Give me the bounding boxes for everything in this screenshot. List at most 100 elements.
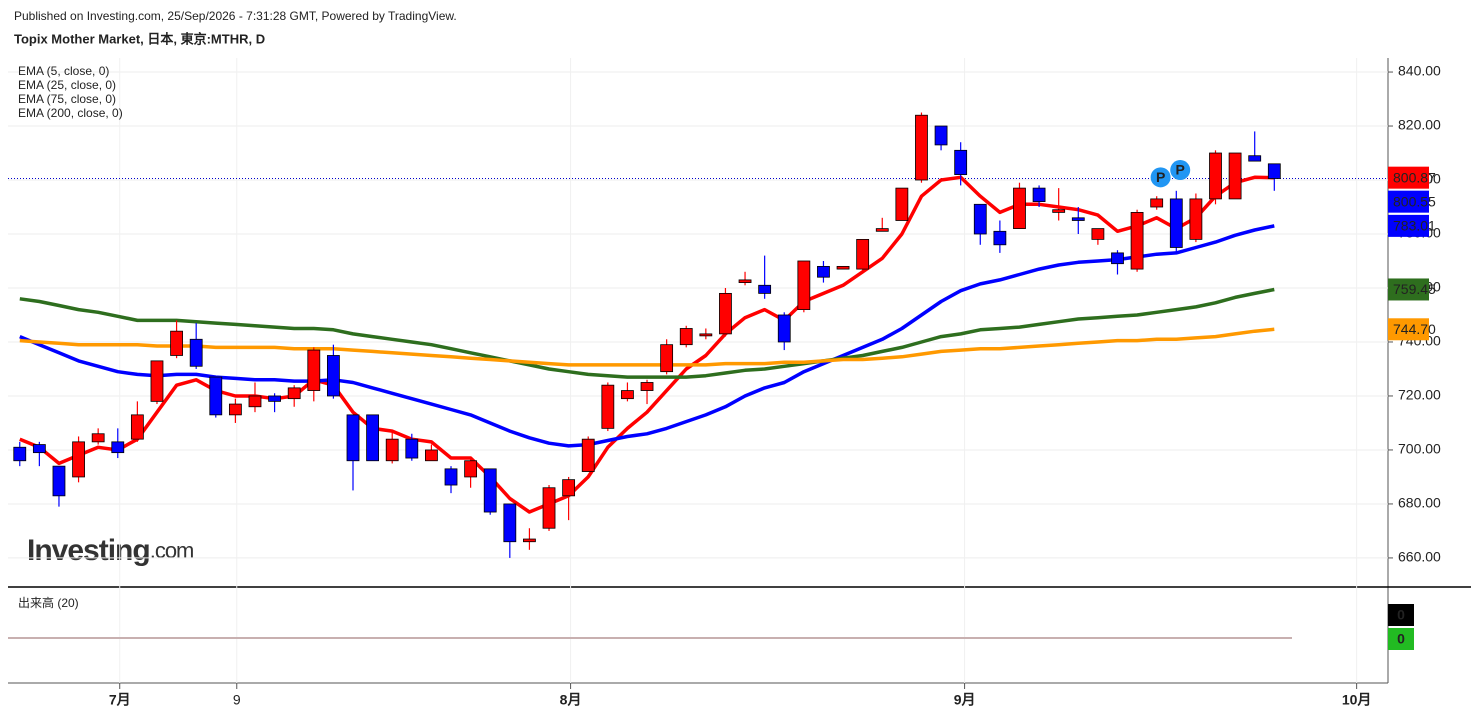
volume-tag-label: 0 (1397, 631, 1405, 647)
candle-body (1032, 187, 1046, 203)
candle-body (1071, 217, 1085, 221)
candle-body (72, 441, 85, 478)
candle-body (130, 414, 144, 440)
candle-body (954, 149, 968, 176)
price-tag-label: 800.87 (1393, 169, 1436, 185)
candle-body (1052, 209, 1066, 213)
candle-body (307, 349, 321, 391)
candle-body (1267, 163, 1281, 179)
candle-body (111, 441, 125, 454)
candle-body (660, 344, 674, 373)
candle-body (32, 444, 46, 454)
ema-line (19, 327, 1275, 367)
x-tick-label: 9月 (954, 692, 976, 708)
price-tag (1388, 214, 1429, 237)
candle-body (934, 125, 948, 146)
candle-body (562, 479, 576, 497)
candle-body (640, 382, 654, 391)
candle-body (777, 314, 791, 343)
price-tag-label: 759.45 (1393, 281, 1436, 297)
candle-body (248, 395, 262, 408)
legend-entry: EMA (5, close, 0) (18, 64, 109, 78)
candle-body (366, 414, 380, 462)
published-note: Published on Investing.com, 25/Sep/2026 … (14, 9, 457, 23)
candle-body (13, 446, 27, 462)
ema-line (19, 287, 1275, 379)
price-tag (1388, 190, 1429, 213)
candle-body (268, 395, 281, 402)
y-tick-label: 820.00 (1398, 117, 1441, 133)
candle-body (1209, 152, 1222, 200)
volume-tag-label: 0 (1397, 607, 1405, 623)
x-tick-label: 8月 (560, 692, 582, 708)
x-tick-label: 9 (233, 692, 241, 708)
candle-body (542, 487, 556, 529)
x-tick-label: 7月 (109, 692, 131, 708)
watermark: Investing.com (27, 534, 193, 567)
candle-body (1150, 198, 1164, 208)
y-tick-label: 700.00 (1398, 441, 1441, 457)
candle-body (523, 538, 536, 543)
candle-body (326, 355, 340, 397)
candle-body (425, 449, 438, 462)
candle-body (875, 228, 889, 232)
candle-body (405, 438, 419, 459)
y-tick-label: 720.00 (1398, 387, 1441, 403)
candle-body (856, 238, 870, 270)
candle-body (895, 187, 909, 221)
volume-tag (1388, 628, 1414, 650)
candle-body (287, 387, 301, 400)
y-tick-label: 660.00 (1398, 549, 1441, 565)
ema-line (19, 224, 1275, 448)
volume-tag (1388, 604, 1414, 626)
candle-body (385, 438, 399, 462)
price-tag (1388, 318, 1429, 341)
price-tag (1388, 278, 1429, 301)
price-tag-label: 783.01 (1393, 218, 1436, 234)
volume-title: 出来高 (20) (18, 595, 79, 610)
candle-body (228, 403, 242, 416)
candle-body (1013, 187, 1026, 230)
candle-body (464, 460, 478, 478)
candle-body (621, 390, 634, 400)
candle-body (150, 360, 164, 402)
candle-body (189, 338, 203, 367)
candle-body (719, 292, 732, 335)
candle-body (1228, 152, 1242, 200)
candle-body (91, 433, 105, 443)
legend-entry: EMA (200, close, 0) (18, 106, 123, 120)
price-tag-label: 800.55 (1393, 193, 1436, 209)
candle-body (601, 384, 615, 429)
candle-body (817, 265, 830, 278)
candle-body (1169, 198, 1183, 248)
annotation-marker (1150, 167, 1171, 188)
candle-body (52, 465, 66, 497)
candle-body (444, 468, 458, 486)
candle-body (1111, 252, 1124, 265)
annotation-marker (1170, 160, 1191, 181)
candle-body (1091, 228, 1105, 240)
ema-line (19, 175, 1275, 514)
candle-body (1130, 212, 1144, 270)
price-tag (1388, 166, 1429, 189)
legend-entry: EMA (25, close, 0) (18, 78, 116, 92)
y-tick-label: 680.00 (1398, 495, 1441, 511)
annotation-text: P (1176, 162, 1185, 178)
chart-title: Topix Mother Market, 日本, 東京:MTHR, D (14, 31, 265, 46)
candle-body (346, 414, 360, 462)
candle-body (738, 279, 752, 283)
candle-body (797, 260, 811, 310)
candle-body (699, 333, 713, 337)
price-tag-label: 744.70 (1393, 321, 1436, 337)
candle-body (758, 284, 772, 294)
annotation-text: P (1156, 169, 1165, 185)
candle-body (581, 438, 595, 472)
candle-body (503, 503, 517, 543)
y-tick-label: 840.00 (1398, 63, 1441, 79)
candle-body (993, 230, 1007, 246)
x-tick-label: 10月 (1342, 692, 1372, 708)
candle-body (170, 330, 183, 356)
candle-body (915, 114, 928, 181)
